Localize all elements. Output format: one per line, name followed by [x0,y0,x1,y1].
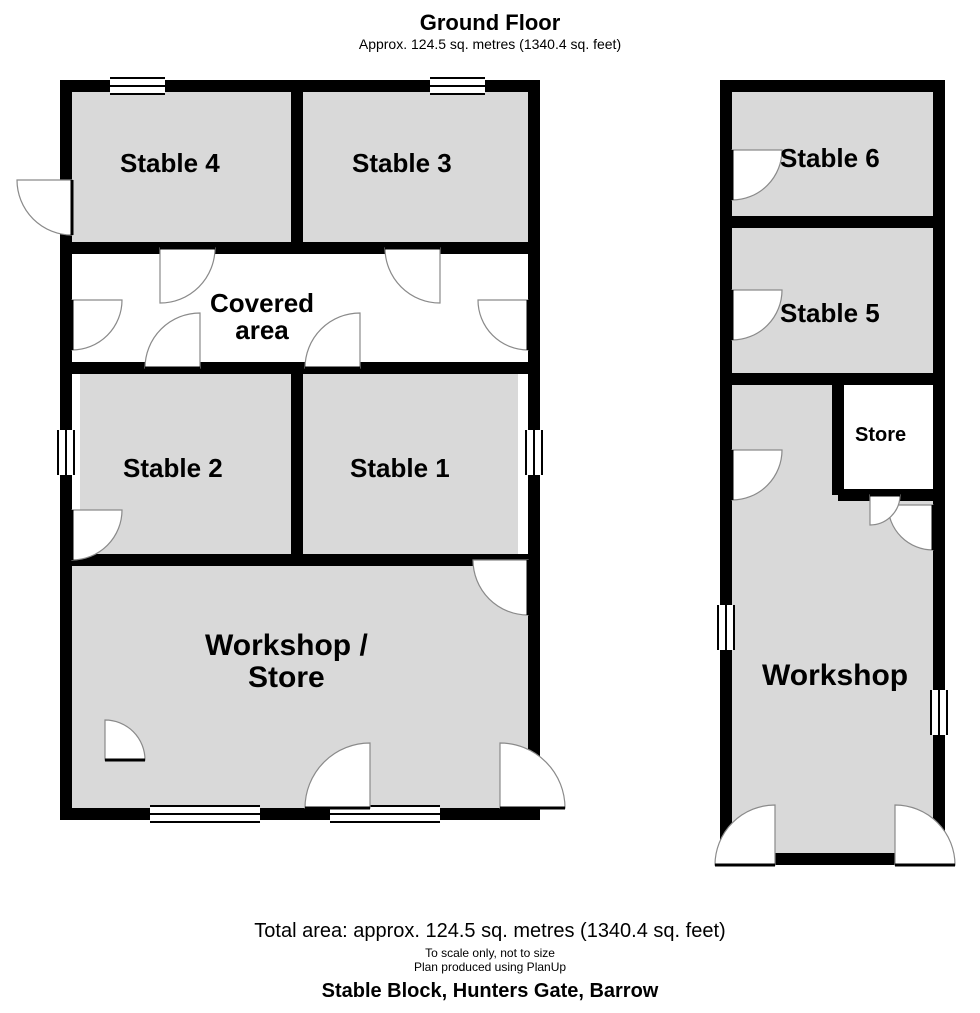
footer-scale: To scale only, not to size [0,946,980,960]
room-label-stable5: Stable 5 [780,300,880,327]
floorplan-canvas: Ground Floor Approx. 124.5 sq. metres (1… [0,0,980,1013]
room-label-stable3: Stable 3 [352,150,452,177]
room-label-workshop: Workshop [762,660,908,692]
room-label-stable4: Stable 4 [120,150,220,177]
footer-address: Stable Block, Hunters Gate, Barrow [0,980,980,1003]
room-label-stable2: Stable 2 [123,455,223,482]
room-label-workshop_store: Workshop / Store [205,630,368,693]
footer-total: Total area: approx. 124.5 sq. metres (13… [0,920,980,943]
room-label-stable6: Stable 6 [780,145,880,172]
room-label-covered: Covered area [210,290,314,345]
room-label-store: Store [855,425,906,446]
room-label-stable1: Stable 1 [350,455,450,482]
footer-producer: Plan produced using PlanUp [0,960,980,974]
